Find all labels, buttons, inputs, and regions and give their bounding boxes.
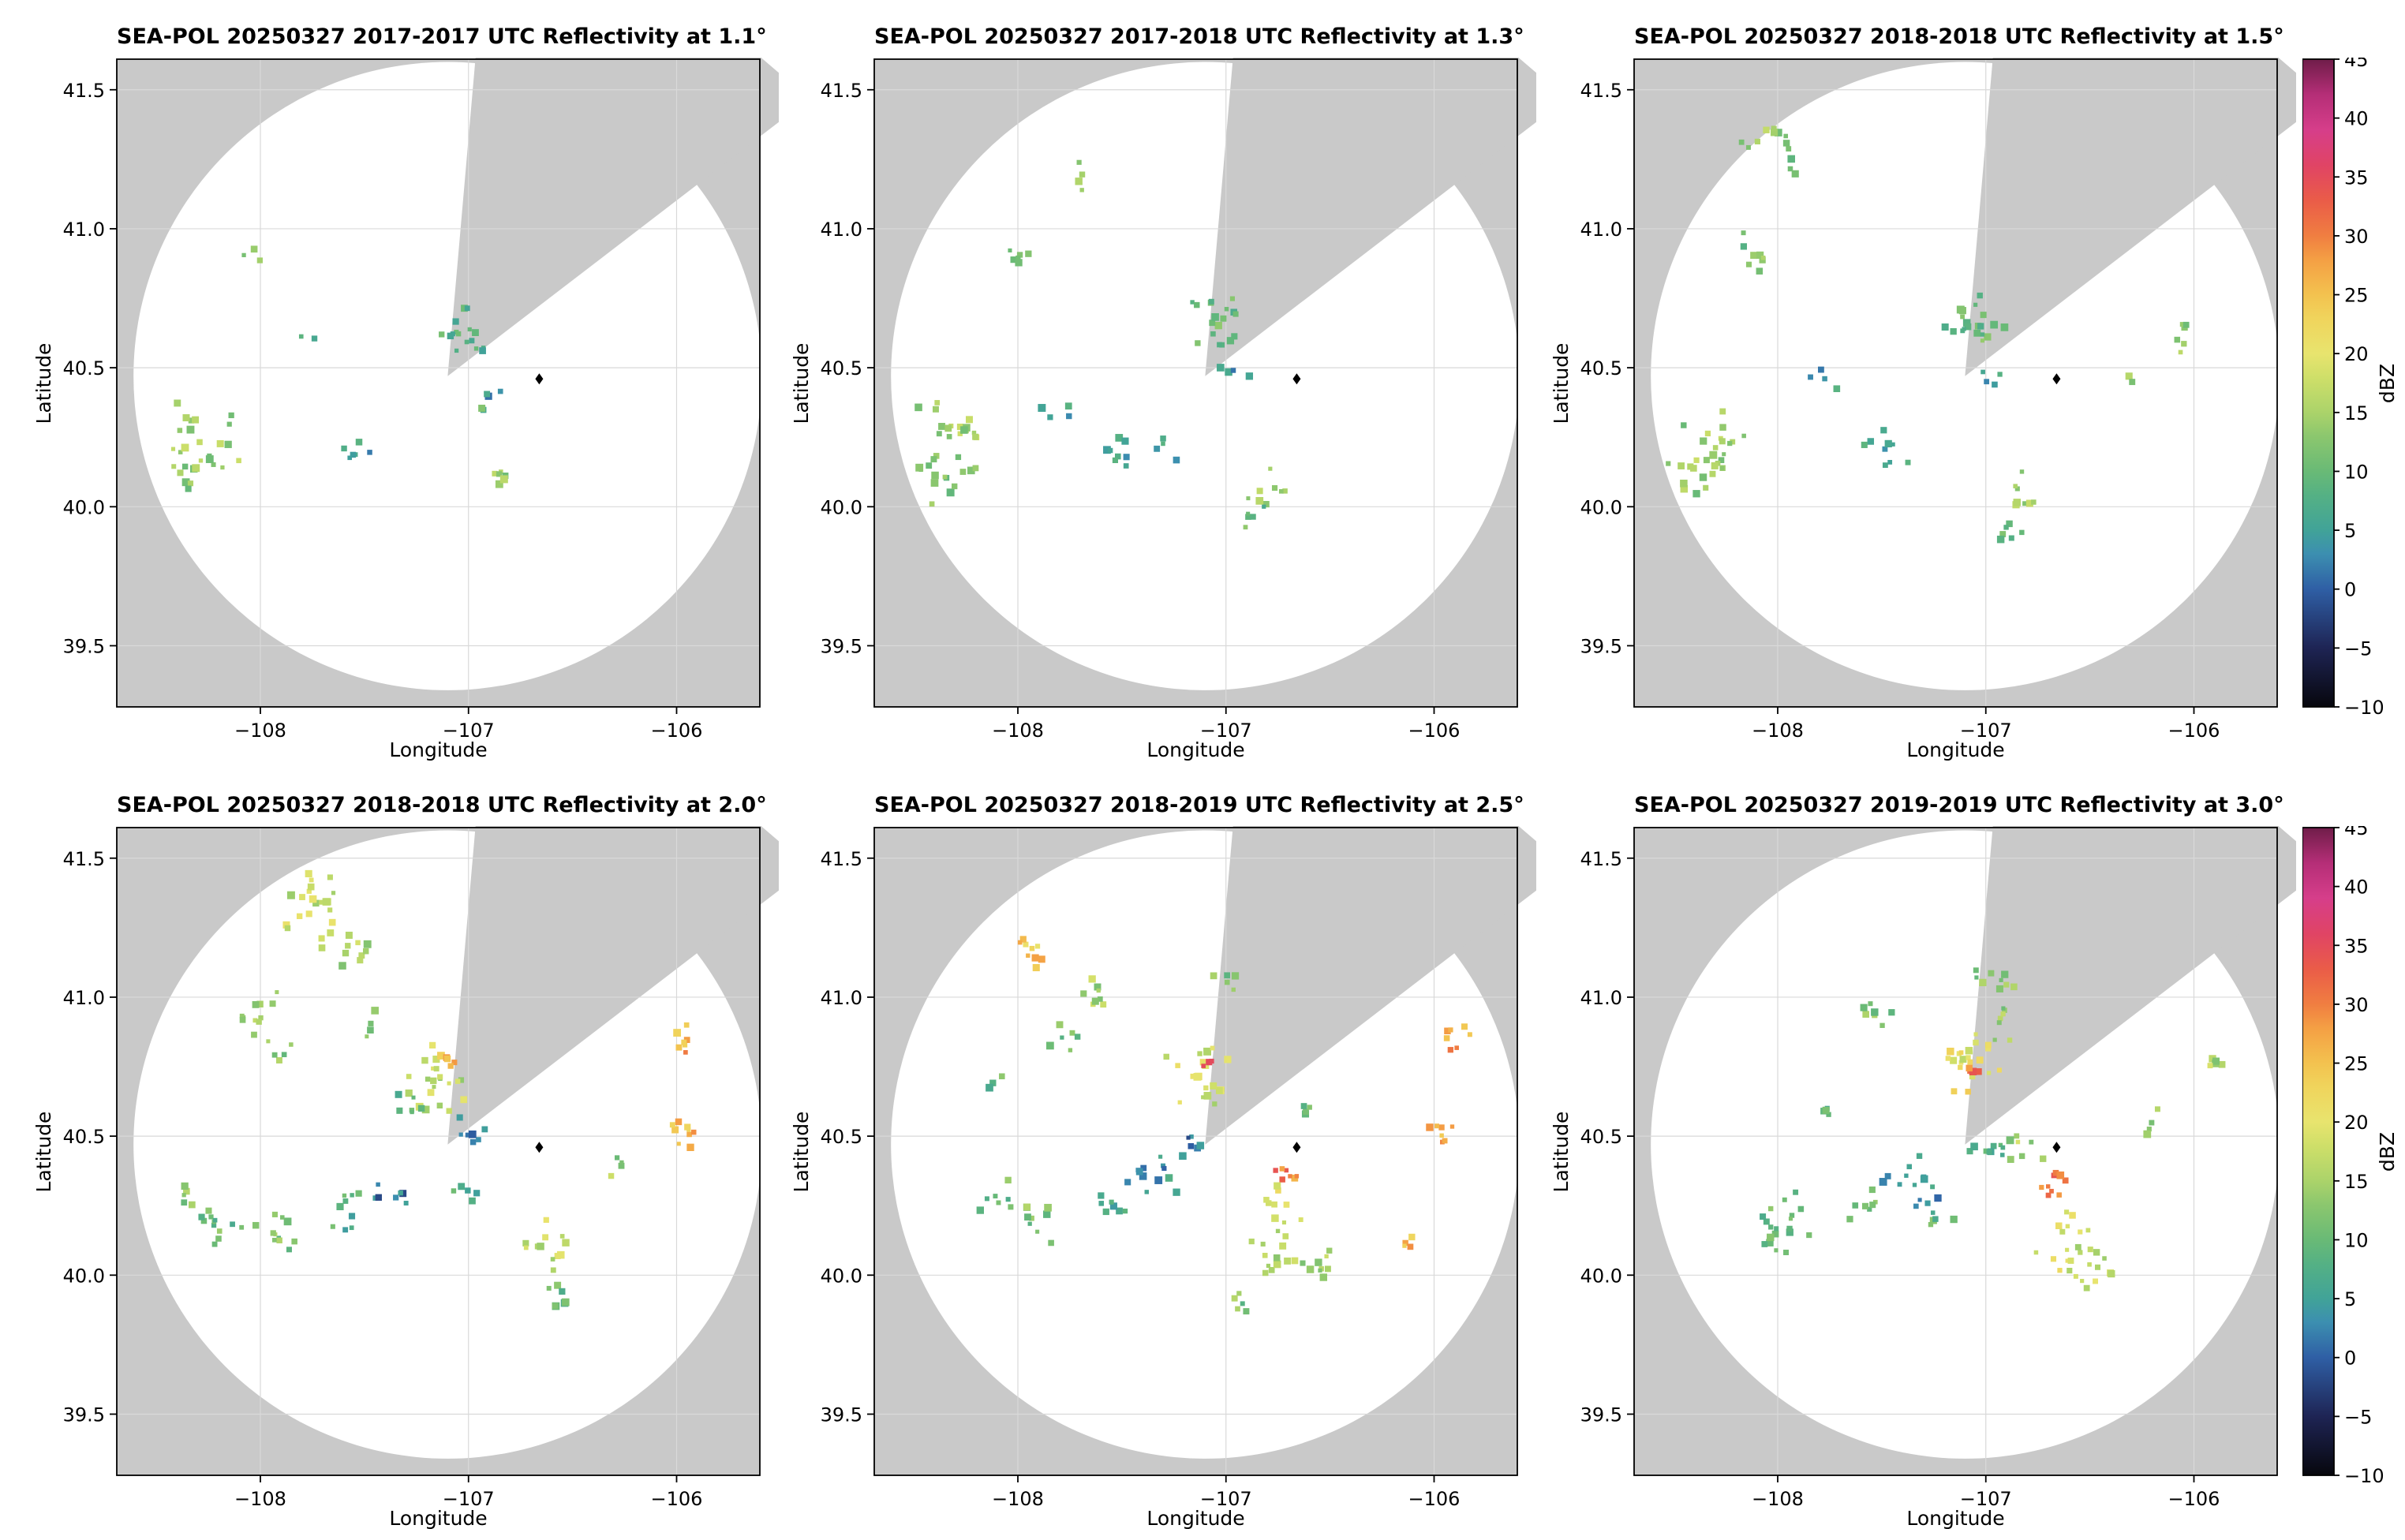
y-tick-label: 40.0 <box>1580 1265 1622 1287</box>
colorbar-tick-label: 30 <box>2344 994 2369 1016</box>
y-tick-label: 41.0 <box>63 219 105 241</box>
y-tick-label: 41.5 <box>1580 848 1622 870</box>
y-tick-label: 40.5 <box>63 357 105 379</box>
colorbar-tick-label: 35 <box>2344 935 2369 957</box>
x-tick-label: −107 <box>1960 1488 2012 1510</box>
x-tick-label: −108 <box>234 720 286 742</box>
y-tick-label: 39.5 <box>1580 1404 1622 1426</box>
y-tick-label: 40.0 <box>63 1265 105 1287</box>
radar-ppi-plot: −108 −107 −106 39.5 40.0 40.5 41.0 41.5 <box>63 826 779 1510</box>
colorbar-tick-label: 10 <box>2344 461 2369 483</box>
y-tick-label: 41.0 <box>1580 219 1622 241</box>
x-tick-label: −106 <box>1408 720 1461 742</box>
colorbar-label: dBZ <box>2376 363 2399 403</box>
colorbar-label: dBZ <box>2376 1131 2399 1172</box>
y-tick-label: 41.0 <box>1580 987 1622 1009</box>
panel-title: SEA-POL 20250327 2017-2017 UTC Reflectiv… <box>117 24 767 49</box>
colorbar-tick-label: 35 <box>2344 166 2369 189</box>
radar-ppi-plot: −108 −107 −106 39.5 40.0 40.5 41.0 41.5 <box>821 826 1536 1510</box>
y-tick-label: 40.5 <box>63 1126 105 1148</box>
y-tick-label: 39.5 <box>63 1404 105 1426</box>
x-tick-label: −107 <box>1200 1488 1252 1510</box>
y-tick-label: 40.0 <box>63 496 105 518</box>
colorbar-tick-label: −10 <box>2344 1465 2384 1487</box>
colorbar-tick-label: 5 <box>2344 1288 2356 1310</box>
y-tick-label: 41.5 <box>63 80 105 102</box>
x-tick-label: −107 <box>1960 720 2012 742</box>
x-tick-label: −108 <box>234 1488 286 1510</box>
y-tick-label: 39.5 <box>821 1404 862 1426</box>
y-tick-label: 39.5 <box>821 635 862 657</box>
panel-title: SEA-POL 20250327 2018-2019 UTC Reflectiv… <box>874 793 1524 817</box>
x-tick-label: −106 <box>651 720 703 742</box>
x-tick-label: −108 <box>992 720 1044 742</box>
colorbar-tick-label: 20 <box>2344 343 2369 365</box>
colorbar-tick-label: 15 <box>2344 1171 2369 1193</box>
radar-ppi-plot: −108 −107 −106 39.5 40.0 40.5 41.0 41.5 <box>1580 826 2296 1510</box>
x-tick-label: −107 <box>443 1488 495 1510</box>
colorbar-tick-label: 40 <box>2344 877 2369 899</box>
x-tick-label: −106 <box>2168 1488 2220 1510</box>
y-tick-label: 41.0 <box>821 987 862 1009</box>
x-tick-label: −106 <box>1408 1488 1461 1510</box>
y-tick-label: 41.5 <box>821 848 862 870</box>
y-tick-label: 40.5 <box>821 1126 862 1148</box>
x-tick-label: −108 <box>1752 720 1804 742</box>
colorbar-tick-label: 45 <box>2344 826 2369 839</box>
x-tick-label: −106 <box>651 1488 703 1510</box>
x-axis-label: Longitude <box>389 1507 488 1530</box>
y-tick-label: 39.5 <box>63 635 105 657</box>
x-axis-label: Longitude <box>1146 738 1245 761</box>
y-tick-label: 40.0 <box>1580 496 1622 518</box>
x-tick-label: −106 <box>2168 720 2220 742</box>
x-tick-label: −108 <box>992 1488 1044 1510</box>
colorbar-tick-label: 25 <box>2344 285 2369 307</box>
y-tick-label: 41.5 <box>821 80 862 102</box>
y-tick-label: 40.5 <box>821 357 862 379</box>
y-tick-label: 40.0 <box>821 496 862 518</box>
x-axis-label: Longitude <box>1906 1507 2005 1530</box>
x-tick-label: −107 <box>1200 720 1252 742</box>
y-tick-label: 40.5 <box>1580 357 1622 379</box>
radar-ppi-plot: −108 −107 −106 39.5 40.0 40.5 41.0 41.5 <box>63 58 779 742</box>
colorbar-tick-label: 0 <box>2344 579 2356 601</box>
colorbar-tick-label: 5 <box>2344 520 2356 542</box>
x-axis-label: Longitude <box>389 738 488 761</box>
colorbar-tick-label: 45 <box>2344 58 2369 71</box>
y-tick-label: 41.5 <box>1580 80 1622 102</box>
panel-title: SEA-POL 20250327 2018-2018 UTC Reflectiv… <box>117 793 767 817</box>
radar-ppi-plot: −108 −107 −106 39.5 40.0 40.5 41.0 41.5 <box>1580 58 2296 742</box>
colorbar-tick-label: 20 <box>2344 1112 2369 1134</box>
x-axis-label: Longitude <box>1146 1507 1245 1530</box>
x-tick-label: −107 <box>443 720 495 742</box>
y-tick-label: 41.0 <box>821 219 862 241</box>
x-axis-label: Longitude <box>1906 738 2005 761</box>
colorbar-gradient: 45 40 35 30 25 20 15 10 5 0 −5 −10 <box>2302 58 2384 719</box>
colorbar-tick-label: 0 <box>2344 1348 2356 1370</box>
panel-title: SEA-POL 20250327 2017-2018 UTC Reflectiv… <box>874 24 1524 49</box>
y-tick-label: 40.5 <box>1580 1126 1622 1148</box>
y-tick-label: 39.5 <box>1580 635 1622 657</box>
colorbar-tick-label: 40 <box>2344 108 2369 130</box>
panel-title: SEA-POL 20250327 2018-2018 UTC Reflectiv… <box>1634 24 2284 49</box>
colorbar-tick-label: −10 <box>2344 697 2384 719</box>
colorbar-tick-label: −5 <box>2344 637 2372 660</box>
radar-ppi-plot: −108 −107 −106 39.5 40.0 40.5 41.0 41.5 <box>821 58 1536 742</box>
colorbar-tick-label: −5 <box>2344 1406 2372 1428</box>
colorbar-tick-label: 15 <box>2344 402 2369 424</box>
panel-title: SEA-POL 20250327 2019-2019 UTC Reflectiv… <box>1634 793 2284 817</box>
y-tick-label: 41.5 <box>63 848 105 870</box>
colorbar-tick-label: 10 <box>2344 1229 2369 1251</box>
colorbar-tick-label: 30 <box>2344 226 2369 248</box>
y-tick-label: 41.0 <box>63 987 105 1009</box>
colorbar-gradient: 45 40 35 30 25 20 15 10 5 0 −5 −10 <box>2302 826 2384 1487</box>
x-tick-label: −108 <box>1752 1488 1804 1510</box>
y-tick-label: 40.0 <box>821 1265 862 1287</box>
colorbar-tick-label: 25 <box>2344 1053 2369 1075</box>
